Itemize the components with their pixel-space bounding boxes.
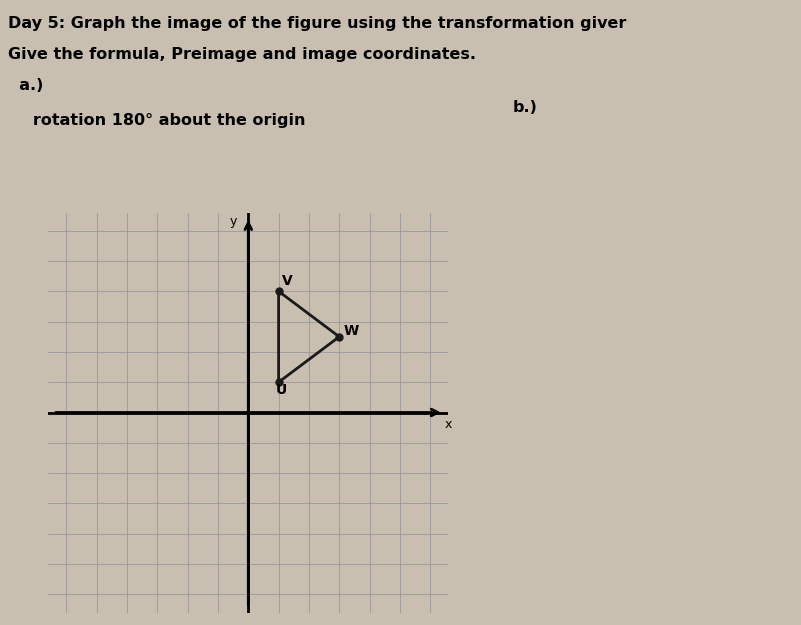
Text: Day 5: Graph the image of the figure using the transformation giver: Day 5: Graph the image of the figure usi… <box>8 16 626 31</box>
Text: y: y <box>229 215 237 228</box>
Text: U: U <box>276 383 287 398</box>
Text: a.): a.) <box>8 78 43 93</box>
Text: V: V <box>282 274 292 288</box>
Text: W: W <box>344 324 359 338</box>
Text: rotation 180° about the origin: rotation 180° about the origin <box>16 112 305 128</box>
Text: x: x <box>445 418 452 431</box>
Text: Give the formula, Preimage and image coordinates.: Give the formula, Preimage and image coo… <box>8 47 476 62</box>
Text: b.): b.) <box>513 100 537 115</box>
